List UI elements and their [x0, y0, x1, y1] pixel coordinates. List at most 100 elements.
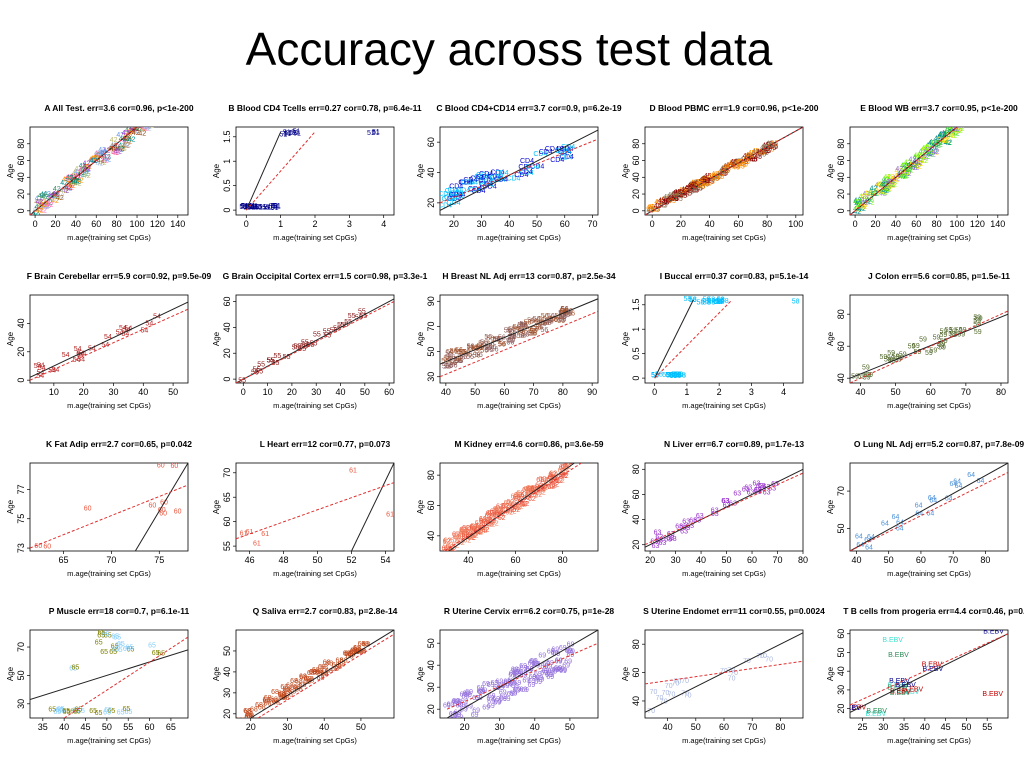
data-point: 45: [690, 180, 698, 187]
data-point: 69: [508, 672, 516, 679]
data-point: 60: [34, 543, 42, 550]
data-point: 45: [679, 193, 687, 200]
data-point: 58: [676, 372, 684, 379]
panel-14: O Lung NL Adj err=5.2 cor=0.87, p=7.8e-0…: [826, 439, 1024, 578]
data-point: 63: [747, 489, 755, 496]
data-point: 42: [122, 142, 130, 149]
data-point: CD4: [519, 169, 533, 176]
data-point: 51: [250, 204, 258, 211]
x-tick-label: 50: [532, 219, 542, 229]
data-point: 42: [90, 157, 98, 164]
data-point: 55: [323, 329, 331, 336]
data-point: 45: [704, 180, 712, 187]
data-point: 56: [504, 328, 512, 335]
plot-frame: [644, 126, 804, 216]
data-point: 65: [115, 647, 123, 654]
data-point: 42: [125, 139, 133, 146]
data-point: 62: [494, 512, 502, 519]
data-point: 55: [307, 342, 315, 349]
data-point: 56: [509, 333, 517, 340]
x-tick-label: 35: [38, 722, 48, 732]
y-tick-label: 65: [222, 492, 232, 502]
data-point: 68: [312, 667, 320, 674]
y-tick-label: 20: [426, 704, 436, 714]
plot-frame: [849, 294, 1009, 384]
panel-1: B Blood CD4 Tcells err=0.27 cor=0.78, p=…: [212, 103, 422, 242]
y-tick-label: 1.5: [631, 299, 641, 312]
data-point: 51: [240, 203, 248, 210]
data-point: 45: [700, 176, 708, 183]
data-point: 59: [912, 343, 920, 350]
data-point: 58: [651, 373, 659, 380]
data-point: CD4: [483, 183, 497, 190]
data-point: 58: [683, 296, 691, 303]
data-point: 45: [674, 189, 682, 196]
data-point: 56: [565, 308, 573, 315]
x-axis-label: m.age(training set CpGs): [273, 736, 357, 745]
data-point: 62: [538, 476, 546, 483]
data-point: 45: [698, 183, 706, 190]
data-point: 42: [964, 113, 972, 120]
data-point: 68: [245, 713, 253, 720]
data-point: 51: [247, 204, 255, 211]
data-point: 42: [905, 168, 913, 175]
data-point: 56: [560, 306, 568, 313]
data-point: 69: [555, 659, 563, 666]
data-point: 62: [442, 545, 450, 552]
data-point: 68: [307, 670, 315, 677]
data-point: 68: [271, 689, 279, 696]
data-point: 59: [925, 350, 933, 357]
data-point: B.EBV: [895, 682, 916, 689]
data-point: 68: [295, 686, 303, 693]
data-point: 42: [143, 122, 151, 129]
data-point: 62: [500, 508, 508, 515]
x-tick-label: 30: [495, 722, 505, 732]
data-point: 42: [57, 186, 65, 193]
x-tick-label: 60: [91, 219, 101, 229]
y-axis-label: Age: [621, 666, 630, 681]
x-tick-label: 1: [684, 387, 689, 397]
x-tick-label: 45: [81, 722, 91, 732]
data-point: CD4: [447, 196, 461, 203]
x-tick-label: 20: [645, 555, 655, 565]
data-point: 68: [279, 691, 287, 698]
data-point: 63: [669, 536, 677, 543]
data-point: 58: [669, 373, 677, 380]
data-point: 42: [925, 149, 933, 156]
data-point: 42: [68, 183, 76, 190]
data-point: 51: [248, 205, 256, 212]
x-tick-label: 40: [696, 555, 706, 565]
data-point: 55: [273, 353, 281, 360]
data-point: 68: [318, 664, 326, 671]
data-point: 51: [251, 203, 259, 210]
data-point: 51: [264, 204, 272, 211]
data-point: 42: [124, 142, 132, 149]
data-point: 62: [547, 484, 555, 491]
y-tick-label: 40: [16, 318, 26, 328]
regression-line: [850, 633, 1008, 706]
data-point: 42: [866, 197, 874, 204]
plot-frame: [439, 126, 599, 216]
data-point: 51: [284, 131, 292, 138]
data-point: 62: [458, 534, 466, 541]
data-point: 62: [461, 532, 469, 539]
panel-11: L Heart err=12 cor=0.77, p=0.07361616161…: [212, 439, 395, 578]
data-point: 61: [253, 541, 261, 548]
data-point: 62: [521, 501, 529, 508]
data-point: 65: [104, 632, 112, 639]
data-point: 62: [470, 533, 478, 540]
x-tick-label: 4: [781, 387, 786, 397]
y-tick-label: 30: [426, 682, 436, 692]
x-tick-label: 70: [773, 555, 783, 565]
data-point: 56: [554, 313, 562, 320]
data-point: 60: [171, 463, 179, 470]
data-point: 42: [121, 136, 129, 143]
data-point: 65: [48, 706, 56, 713]
data-point: 42: [60, 180, 68, 187]
data-point: 63: [758, 483, 766, 490]
data-point: 69: [471, 712, 479, 719]
x-axis-label: m.age(training set CpGs): [887, 233, 971, 242]
